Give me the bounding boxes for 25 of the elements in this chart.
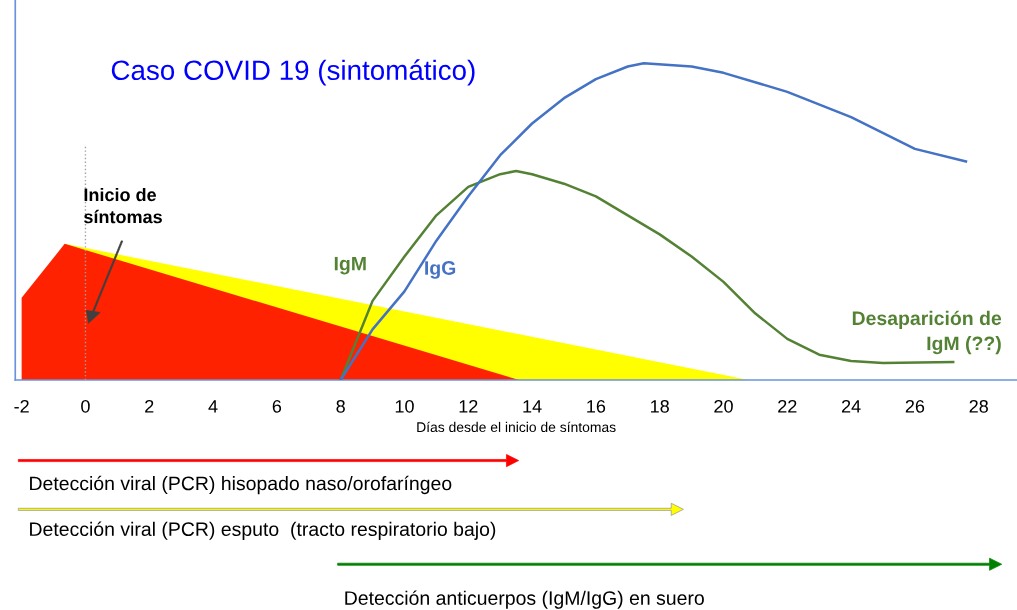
x-tick-label: 22 bbox=[778, 399, 797, 413]
x-tick-label: 4 bbox=[208, 400, 218, 413]
x-tick-label: 2 bbox=[145, 399, 154, 413]
x-tick-label: 0 bbox=[81, 399, 90, 413]
x-tick-label: 8 bbox=[336, 399, 345, 413]
annotation: Inicio de síntomas bbox=[84, 187, 162, 224]
text: Detección viral (PCR) esputo (tracto respiratorio bajo) bbox=[30, 521, 496, 540]
x-tick-label: 12 bbox=[459, 399, 478, 413]
series-label: IgM bbox=[334, 256, 366, 275]
annotation: Desaparición de IgM (??) bbox=[852, 310, 1002, 355]
x-tick-label: 14 bbox=[523, 400, 542, 413]
x-tick-label: 16 bbox=[587, 399, 606, 413]
x-tick-label: 20 bbox=[714, 399, 733, 413]
x-tick-label: 24 bbox=[841, 399, 861, 413]
text: Detección anticuerpos (IgM/IgG) en suero bbox=[345, 590, 704, 609]
text: Detección viral (PCR) hisopado naso/orofaríngeo bbox=[30, 475, 452, 495]
x-tick-label: 10 bbox=[395, 399, 414, 413]
x-axis-title: Días desde el inicio de síntomas bbox=[417, 421, 616, 433]
x-tick-label: 6 bbox=[272, 399, 282, 413]
chart-title: Caso COVID 19 (sintomático) bbox=[111, 59, 475, 86]
x-tick-label: 26 bbox=[905, 399, 925, 413]
x-tick-label: -2 bbox=[14, 399, 29, 413]
series-label: IgG bbox=[425, 261, 456, 279]
x-tick-label: 18 bbox=[651, 399, 669, 413]
x-tick-label: 28 bbox=[969, 399, 988, 413]
